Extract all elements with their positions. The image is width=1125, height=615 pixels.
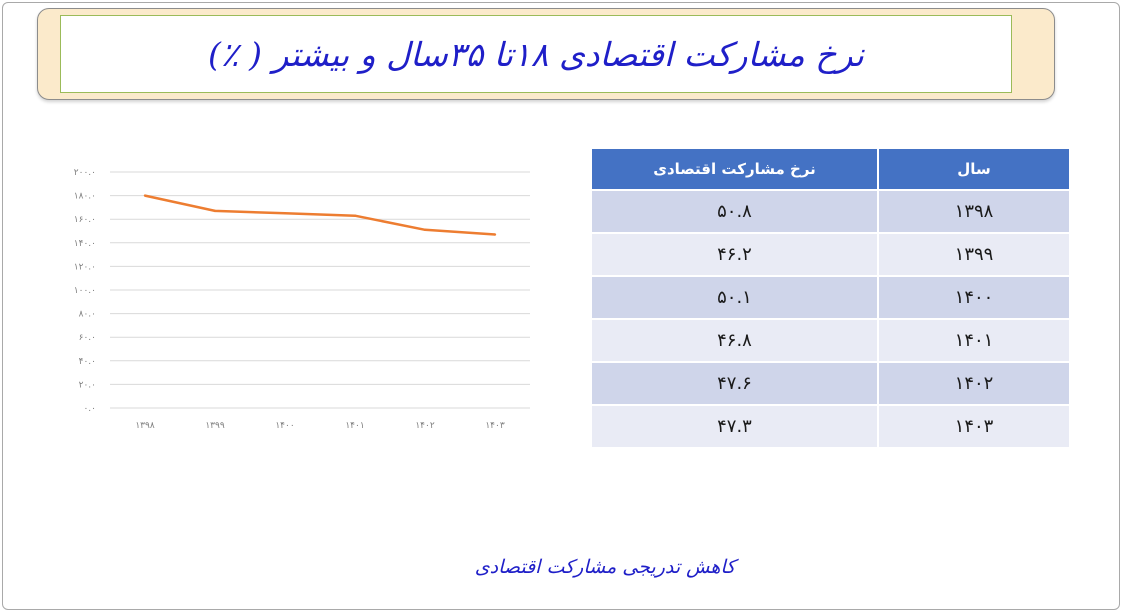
table-row: ۵۰.۸ ۱۳۹۸ (592, 189, 1069, 233)
table-row: ۴۶.۲ ۱۳۹۹ (592, 232, 1069, 276)
data-table: نرخ مشارکت اقتصادی سال ۵۰.۸ ۱۳۹۸ ۴۶.۲ ۱۳… (592, 149, 1069, 447)
slide-caption: کاهش تدریجی مشارکت اقتصادی (474, 556, 736, 578)
header-year: سال (878, 149, 1069, 190)
y-tick-label: ۲۰۰.۰ (74, 168, 96, 178)
cell-year: ۱۳۹۹ (878, 232, 1069, 276)
y-tick-label: ۱۲۰.۰ (74, 262, 96, 272)
cell-rate: ۵۰.۱ (592, 275, 879, 319)
cell-rate: ۴۶.۲ (592, 232, 879, 276)
series-line (144, 194, 496, 236)
y-axis-labels: ۰.۰ ۲۰.۰ ۴۰.۰ ۶۰.۰ ۸۰.۰ ۱۰۰.۰ ۱۲۰.۰ ۱۴۰.۰ ۱۶۰.۰ ۱… (74, 168, 96, 414)
title-box: نرخ مشارکت اقتصادی ۱۸تا ۳۵سال و بیشتر ( … (60, 15, 1012, 93)
cell-rate: ۴۶.۸ (592, 318, 879, 362)
y-tick-label: ۱۴۰.۰ (74, 239, 96, 249)
slide-title: نرخ مشارکت اقتصادی ۱۸تا ۳۵سال و بیشتر ( … (208, 34, 864, 74)
cell-year: ۱۴۰۲ (878, 361, 1069, 405)
data-point (283, 212, 287, 215)
table-row: ۵۰.۱ ۱۴۰۰ (592, 275, 1069, 319)
table-header-row: نرخ مشارکت اقتصادی سال (592, 149, 1069, 190)
table-row: ۴۷.۳ ۱۴۰۳ (592, 404, 1069, 447)
cell-year: ۱۴۰۱ (878, 318, 1069, 362)
x-tick-label: ۱۴۰۳ (485, 421, 505, 431)
y-tick-label: ۰.۰ (83, 404, 96, 414)
y-tick-label: ۸۰.۰ (79, 310, 96, 320)
x-axis-labels: ۱۳۹۸ ۱۳۹۹ ۱۴۰۰ ۱۴۰۱ ۱۴۰۲ ۱۴۰۳ (135, 421, 505, 431)
table-row: ۴۶.۸ ۱۴۰۱ (592, 318, 1069, 362)
chart-gridlines (110, 171, 530, 409)
cell-year: ۱۳۹۸ (878, 189, 1069, 233)
header-rate: نرخ مشارکت اقتصادی (592, 149, 879, 190)
x-tick-label: ۱۳۹۹ (205, 421, 225, 431)
data-point (213, 209, 217, 213)
cell-rate: ۴۷.۶ (592, 361, 879, 405)
y-tick-label: ۱۶۰.۰ (74, 215, 96, 225)
data-point (423, 228, 427, 232)
x-tick-label: ۱۴۰۲ (415, 421, 435, 431)
y-tick-label: ۲۰.۰ (79, 380, 96, 390)
x-tick-label: ۱۴۰۱ (345, 421, 364, 431)
y-tick-label: ۱۰۰.۰ (74, 286, 96, 296)
cell-year: ۱۴۰۳ (878, 404, 1069, 447)
y-tick-label: ۶۰.۰ (79, 333, 96, 343)
data-point (143, 194, 147, 197)
chart-series (143, 194, 497, 236)
cell-year: ۱۴۰۰ (878, 275, 1069, 319)
title-banner: نرخ مشارکت اقتصادی ۱۸تا ۳۵سال و بیشتر ( … (37, 8, 1055, 100)
table-row: ۴۷.۶ ۱۴۰۲ (592, 361, 1069, 405)
line-chart: ۰.۰ ۲۰.۰ ۴۰.۰ ۶۰.۰ ۸۰.۰ ۱۰۰.۰ ۱۲۰.۰ ۱۴۰.۰ ۱۶۰.۰ ۱… (74, 168, 530, 431)
data-point (493, 233, 497, 236)
y-tick-label: ۴۰.۰ (79, 357, 96, 367)
data-point (353, 214, 357, 217)
x-tick-label: ۱۴۰۰ (275, 421, 294, 431)
cell-rate: ۴۷.۳ (592, 404, 879, 447)
x-tick-label: ۱۳۹۸ (135, 421, 155, 431)
y-tick-label: ۱۸۰.۰ (74, 192, 96, 202)
cell-rate: ۵۰.۸ (592, 189, 879, 233)
